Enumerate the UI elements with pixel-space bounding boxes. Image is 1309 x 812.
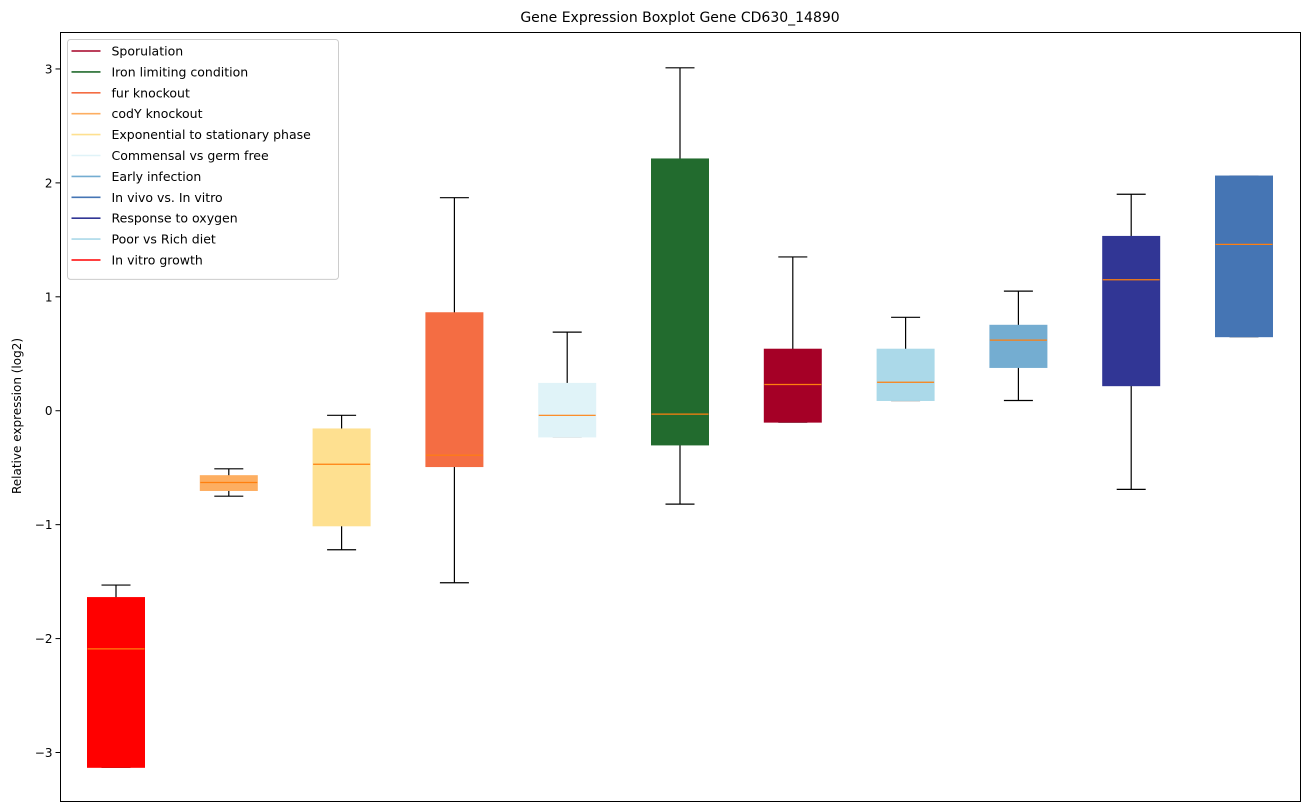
legend-label: Iron limiting condition	[112, 64, 249, 79]
legend-label: Poor vs Rich diet	[112, 232, 216, 247]
box-poor-vs-rich-diet	[876, 316, 935, 402]
box-iqr	[1102, 235, 1161, 387]
box-iqr	[87, 597, 145, 768]
axes-frame	[60, 32, 1301, 802]
box-iqr	[763, 348, 822, 423]
legend-label: Early infection	[112, 169, 202, 184]
box-response-to-oxygen	[1102, 193, 1161, 490]
legend-item: In vitro growth	[71, 253, 203, 268]
y-tick-label: 2	[45, 176, 53, 190]
legend-label: Commensal vs germ free	[112, 148, 269, 163]
legend-item: fur knockout	[71, 85, 190, 100]
legend-item: Exponential to stationary phase	[71, 127, 312, 142]
box-fur-knockout	[425, 197, 484, 584]
legend-item: codY knockout	[71, 106, 203, 121]
y-tick-label: −1	[35, 518, 53, 532]
legend-item: In vivo vs. In vitro	[71, 190, 223, 205]
legend-label: Sporulation	[112, 44, 184, 59]
legend-label: codY knockout	[112, 106, 203, 121]
box-iqr	[1215, 175, 1273, 338]
box-in-vitro-growth	[87, 584, 145, 768]
legend-item: Response to oxygen	[71, 211, 238, 226]
legend-item: Poor vs Rich diet	[71, 232, 216, 247]
legend-label: Response to oxygen	[112, 211, 238, 226]
legend: Sporulation Iron limiting condition fur kn…	[67, 39, 339, 280]
y-axis-label: Relative expression (log2)	[10, 338, 24, 494]
legend-item: Commensal vs germ free	[71, 148, 269, 163]
boxes-layer	[87, 67, 1273, 768]
y-tick-label: 1	[45, 290, 53, 304]
box-commensal-vs-germ-free	[538, 331, 597, 438]
legend-frame	[67, 39, 339, 280]
box-early-infection	[989, 290, 1048, 402]
legend-item: Early infection	[71, 169, 202, 184]
box-iqr	[651, 158, 709, 446]
box-in-vivo-vs-in-vitro	[1215, 175, 1273, 338]
legend-label: Exponential to stationary phase	[112, 127, 312, 142]
y-tick-label: 3	[45, 62, 53, 76]
legend-label: fur knockout	[112, 85, 190, 100]
box-iqr	[989, 324, 1048, 368]
chart-title: Gene Expression Boxplot Gene CD630_14890	[520, 10, 839, 26]
box-exponential-to-stationary-phase	[312, 414, 371, 551]
box-iqr	[876, 348, 935, 401]
y-tick-label: 0	[45, 404, 53, 418]
legend-item: Iron limiting condition	[71, 64, 249, 79]
y-axis-ticks: −3 −2 −1 0 1 2 3	[35, 62, 61, 760]
box-iqr	[312, 428, 371, 527]
box-iron-limiting-condition	[651, 67, 709, 505]
box-sporulation	[763, 256, 822, 423]
y-tick-label: −2	[35, 632, 53, 646]
legend-label: In vivo vs. In vitro	[112, 190, 223, 205]
box-cody-knockout	[199, 468, 258, 497]
legend-item: Sporulation	[71, 44, 184, 59]
box-iqr	[538, 382, 597, 438]
y-tick-label: −3	[35, 746, 53, 760]
legend-label: In vitro growth	[112, 253, 203, 268]
box-iqr	[425, 312, 484, 468]
